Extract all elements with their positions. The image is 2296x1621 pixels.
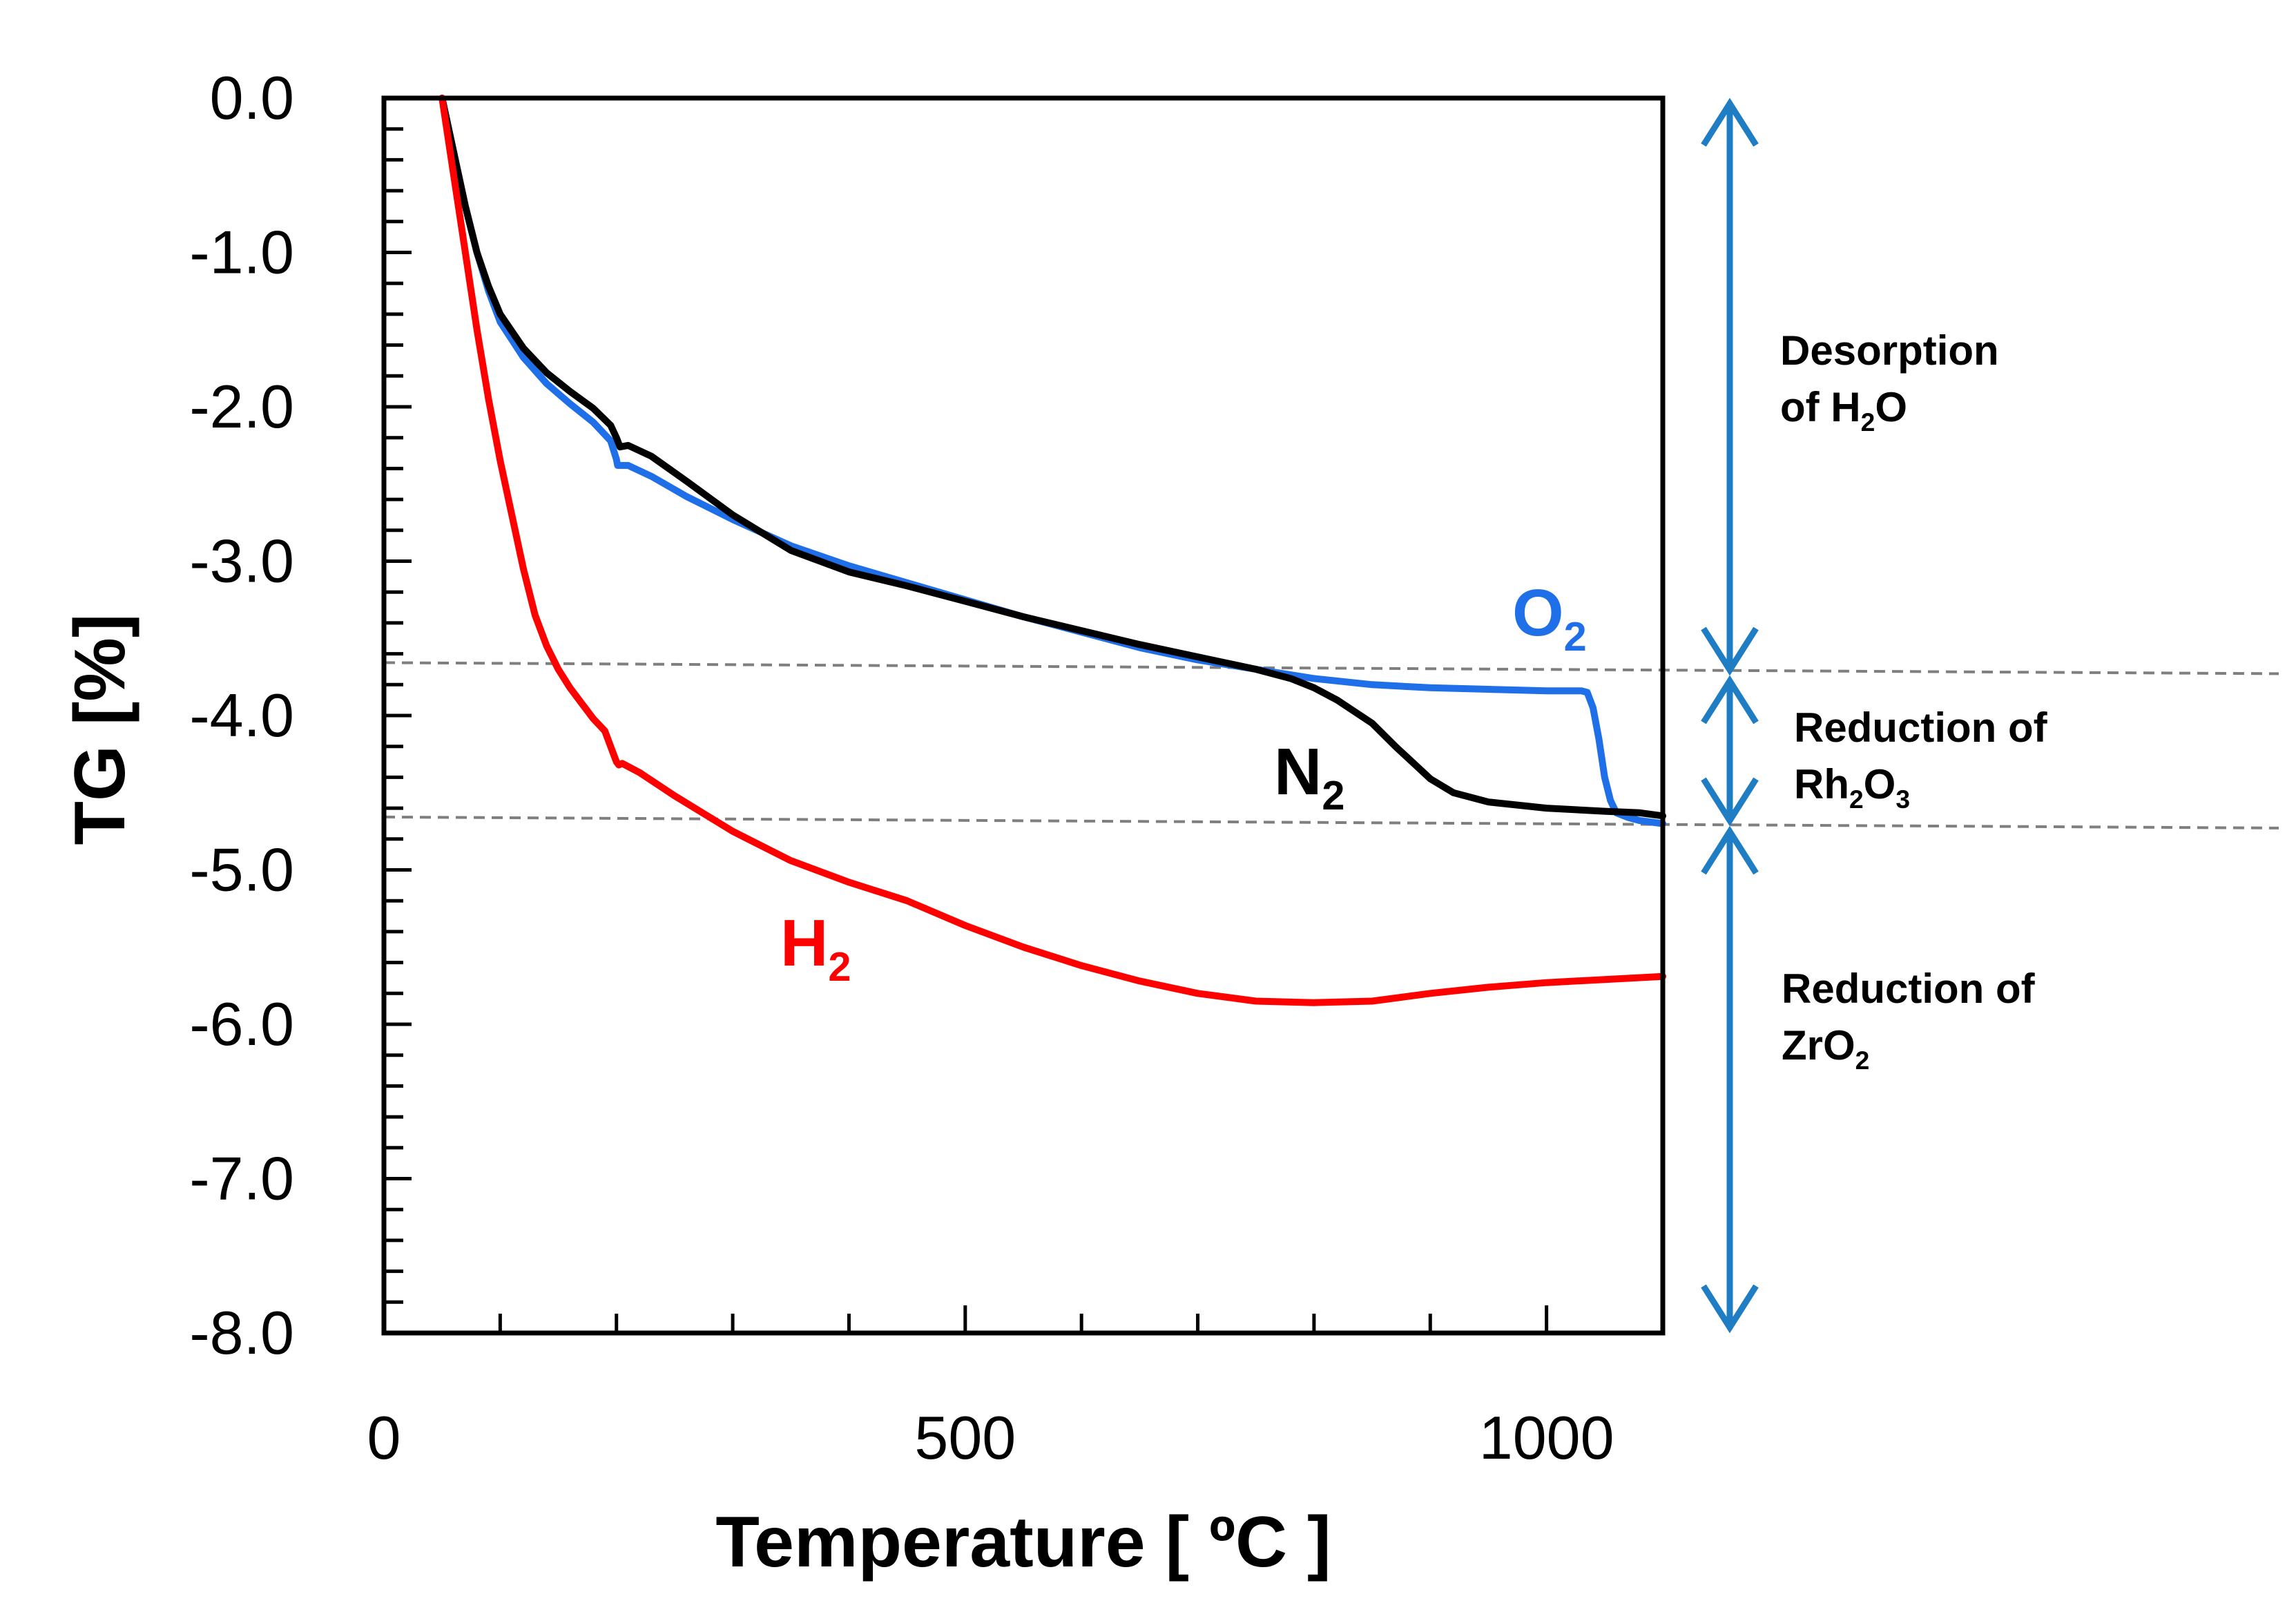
range-arrow-head-down [1701, 777, 1759, 827]
range-arrow-head-down [1701, 626, 1759, 676]
y-tick-label: -2.0 [189, 372, 294, 441]
range-arrow-head-up [1701, 825, 1759, 875]
annotation-text: ZrO [1782, 1022, 1855, 1068]
x-axis-title: Temperature [ ºC ] [715, 1502, 1331, 1582]
range-arrow-3 [1701, 825, 1759, 1334]
axis-ticks [384, 96, 1549, 1335]
x-tick-label: 500 [914, 1403, 1016, 1472]
series-label-main: H [780, 906, 828, 980]
y-tick-label: -3.0 [189, 527, 294, 595]
range-annotation-1-line-2: of H2O [1780, 384, 1907, 437]
y-tick-label: -7.0 [189, 1144, 294, 1213]
y-axis-title: TG [%] [60, 613, 140, 845]
range-annotation-3-line-2: ZrO2 [1782, 1022, 1869, 1075]
series-line-n2 [438, 95, 1666, 820]
series-label-sub: 2 [1564, 613, 1587, 660]
range-annotation-3-line-1: Reduction of [1782, 966, 2036, 1012]
y-tick-label: 0.0 [210, 64, 294, 132]
series-label-o2: O2 [1512, 576, 1587, 660]
annotation-text: Rh [1794, 761, 1849, 807]
y-tick-label: -8.0 [189, 1298, 294, 1367]
annotation-text: Reduction of [1794, 704, 2048, 751]
x-tick-label: 1000 [1479, 1403, 1614, 1472]
reference-line-2 [383, 815, 2279, 829]
annotation-text: Reduction of [1782, 966, 2036, 1012]
x-tick-label: 0 [367, 1403, 401, 1472]
annotation-text: O [1875, 384, 1907, 430]
series-label-main: O [1512, 576, 1564, 650]
series-label-main: N [1274, 735, 1322, 809]
data-series [438, 95, 1666, 1006]
y-tick-label: -5.0 [189, 836, 294, 904]
series-line-h2 [438, 95, 1666, 1006]
range-annotation-2-line-1: Reduction of [1794, 704, 2048, 751]
range-arrow-head-up [1701, 97, 1759, 147]
range-annotation-2-line-2: Rh2O3 [1794, 761, 1910, 814]
range-arrow-head-up [1701, 675, 1759, 725]
y-tick-label: -4.0 [189, 681, 294, 749]
range-arrow-2 [1701, 675, 1759, 827]
annotation-text: O [1864, 761, 1896, 807]
range-annotation-1-line-1: Desorption [1780, 327, 1999, 374]
reference-lines [383, 661, 2279, 829]
series-label-sub: 2 [828, 943, 851, 990]
annotation-subscript: 3 [1895, 785, 1910, 814]
series-label-h2: H2 [780, 906, 851, 990]
range-arrow-head-down [1701, 1284, 1759, 1334]
range-arrows [1701, 97, 1759, 1334]
axis-tick-labels: 0.0 -1.0 -2.0 -3.0 -4.0 -5.0 -6.0 -7.0 -8.0 0 500 1… [189, 64, 1614, 1472]
annotation-text: of H [1780, 384, 1861, 430]
series-label-sub: 2 [1322, 772, 1344, 818]
range-arrow-1 [1701, 97, 1759, 676]
annotation-text: Desorption [1780, 327, 1999, 374]
y-tick-label: -6.0 [189, 990, 294, 1058]
annotation-subscript: 2 [1861, 407, 1875, 437]
series-label-n2: N2 [1274, 735, 1344, 818]
annotation-subscript: 2 [1855, 1046, 1870, 1075]
reference-line-1 [383, 661, 2279, 675]
annotation-subscript: 2 [1849, 785, 1864, 814]
y-tick-label: -1.0 [189, 218, 294, 287]
